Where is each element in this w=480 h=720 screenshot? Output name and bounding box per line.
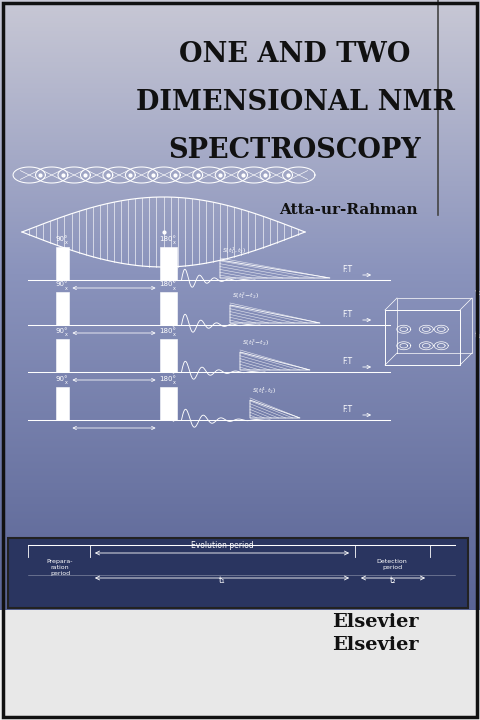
Bar	[159, 292, 177, 325]
Text: t$_1^3$: t$_1^3$	[169, 366, 176, 377]
Text: x: x	[173, 240, 176, 246]
Text: 90°: 90°	[56, 236, 68, 242]
Text: Elsevier: Elsevier	[332, 613, 418, 631]
Text: DIMENSIONAL NMR: DIMENSIONAL NMR	[135, 89, 455, 115]
Text: 90°: 90°	[56, 328, 68, 334]
Bar	[56, 247, 69, 280]
Text: Atta-ur-Rahman: Atta-ur-Rahman	[279, 203, 417, 217]
Text: 90°: 90°	[56, 376, 68, 382]
Text: 90°: 90°	[56, 281, 68, 287]
Text: t₂: t₂	[390, 576, 396, 585]
Text: t$_1^2$: t$_1^2$	[169, 319, 176, 330]
Bar	[8, 538, 468, 608]
Text: 180°: 180°	[159, 328, 177, 334]
Text: x: x	[65, 286, 68, 290]
Text: 180°: 180°	[159, 281, 177, 287]
Text: x: x	[65, 380, 68, 385]
Bar	[56, 292, 69, 325]
Text: F.T: F.T	[342, 357, 352, 366]
Bar	[4, 610, 476, 716]
Text: Evolution period: Evolution period	[191, 541, 253, 550]
Text: 180°: 180°	[159, 236, 177, 242]
Text: 180°: 180°	[159, 376, 177, 382]
Text: x: x	[173, 380, 176, 385]
Text: t$_1^1$: t$_1^1$	[169, 274, 176, 285]
Text: F.T: F.T	[342, 310, 352, 319]
Text: Detection
period: Detection period	[377, 559, 408, 570]
Text: ν₂: ν₂	[475, 288, 480, 297]
Text: t₁: t₁	[475, 330, 480, 340]
Text: t₁: t₁	[219, 576, 225, 585]
Bar	[56, 387, 69, 420]
Text: F.T: F.T	[342, 265, 352, 274]
Bar	[159, 339, 177, 372]
Text: x: x	[173, 286, 176, 290]
Text: $S(t_1^3\!-\!t_2)$: $S(t_1^3\!-\!t_2)$	[242, 337, 269, 348]
Text: $S(t_1^2\!-\!t_2)$: $S(t_1^2\!-\!t_2)$	[232, 290, 259, 301]
Text: x: x	[65, 333, 68, 338]
Text: SPECTROSCOPY: SPECTROSCOPY	[168, 137, 421, 163]
Bar	[159, 247, 177, 280]
Bar	[56, 339, 69, 372]
Text: Prepara-
ration
period: Prepara- ration period	[47, 559, 73, 577]
Text: $S(t_1^1,t_2)$: $S(t_1^1,t_2)$	[222, 246, 247, 256]
Text: x: x	[65, 240, 68, 246]
Text: $S(t_1^4,t_2)$: $S(t_1^4,t_2)$	[252, 385, 276, 396]
Text: Elsevier: Elsevier	[332, 636, 418, 654]
Text: t$_1^4$: t$_1^4$	[169, 414, 176, 425]
Text: ONE AND TWO: ONE AND TWO	[180, 42, 411, 68]
Text: x: x	[173, 333, 176, 338]
Bar	[159, 387, 177, 420]
Bar	[0, 610, 480, 720]
Text: F.T: F.T	[342, 405, 352, 414]
